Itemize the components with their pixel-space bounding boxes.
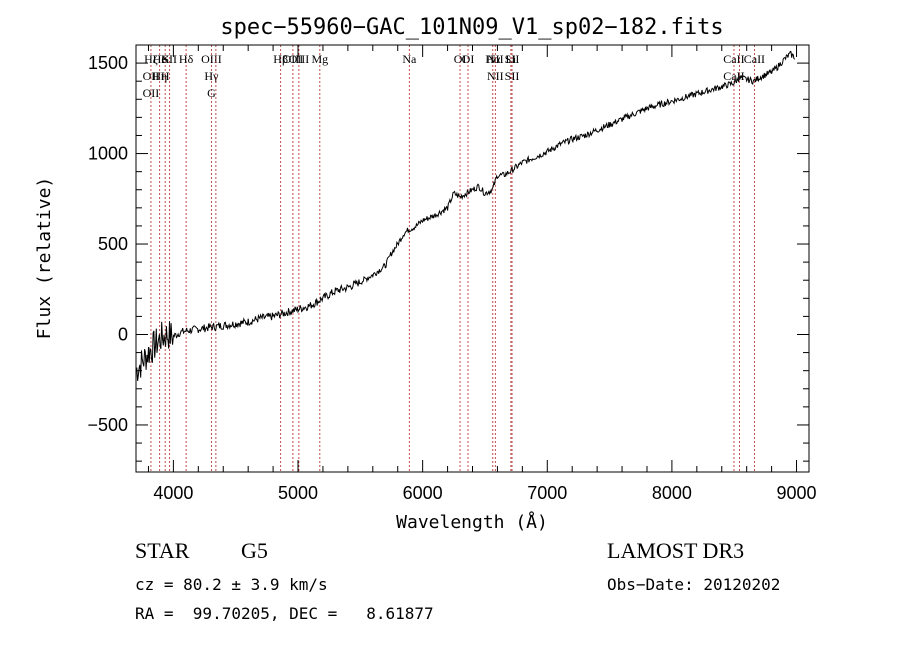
line-label: OI — [462, 52, 475, 66]
y-tick-label: −500 — [87, 415, 128, 435]
line-label: G — [207, 86, 216, 100]
obs-date-label: Obs−Date: 20120202 — [607, 575, 781, 594]
line-label: SII — [505, 69, 520, 83]
line-label: CaII — [744, 52, 765, 66]
x-tick-label: 5000 — [278, 483, 318, 503]
line-label: OIII — [201, 52, 222, 66]
line-label: SII — [162, 52, 177, 66]
line-label: Hη — [152, 69, 167, 83]
line-label: OIII — [289, 52, 310, 66]
y-tick-label: 1000 — [88, 144, 128, 164]
line-label: Hα — [485, 52, 501, 66]
line-label: He — [153, 52, 167, 66]
line-label: Mg — [311, 52, 328, 66]
x-tick-label: 4000 — [153, 483, 193, 503]
y-axis-label: Flux (relative) — [34, 177, 55, 340]
x-tick-label: 6000 — [403, 483, 443, 503]
line-label: Na — [402, 52, 417, 66]
spectrum-series — [135, 50, 796, 381]
y-tick-label: 500 — [98, 234, 128, 254]
survey-label: LAMOST DR3 — [607, 538, 745, 563]
line-label: CaII — [723, 52, 744, 66]
line-label: Hβ — [273, 52, 288, 66]
line-label: OII — [143, 86, 160, 100]
x-tick-label: 7000 — [527, 483, 567, 503]
line-label: NII — [487, 69, 504, 83]
line-label: Hδ — [179, 52, 194, 66]
line-label: Hζ — [144, 52, 158, 66]
line-label: OI — [454, 52, 467, 66]
line-label: OII — [143, 69, 160, 83]
y-tick-label: 0 — [118, 324, 128, 344]
class-label: STAR — [135, 538, 190, 563]
line-label: H — [161, 69, 170, 83]
plot-axes: 4000 5000 6000 7000 8000 9000 −500 0 500 1000 1500 — [87, 44, 817, 503]
subclass-label: G5 — [241, 538, 268, 563]
x-tick-label: 9000 — [777, 483, 817, 503]
line-label: SII — [505, 52, 520, 66]
line-label: Hγ — [204, 69, 219, 83]
plot-frame — [135, 44, 810, 473]
line-label: NII — [487, 52, 504, 66]
chart-title: spec−55960−GAC_101N09_V1_sp02−182.fits — [220, 15, 723, 40]
line-label: Li — [506, 52, 517, 66]
y-tick-label: 1500 — [88, 53, 128, 73]
line-label: K — [161, 52, 170, 66]
x-axis-label: Wavelength (Å) — [396, 511, 548, 533]
x-tick-label: 8000 — [652, 483, 692, 503]
spectrum-line — [135, 50, 796, 381]
coordinates-label: RA = 99.70205, DEC = 8.61877 — [135, 604, 434, 623]
redshift-label: cz = 80.2 ± 3.9 km/s — [135, 575, 328, 594]
